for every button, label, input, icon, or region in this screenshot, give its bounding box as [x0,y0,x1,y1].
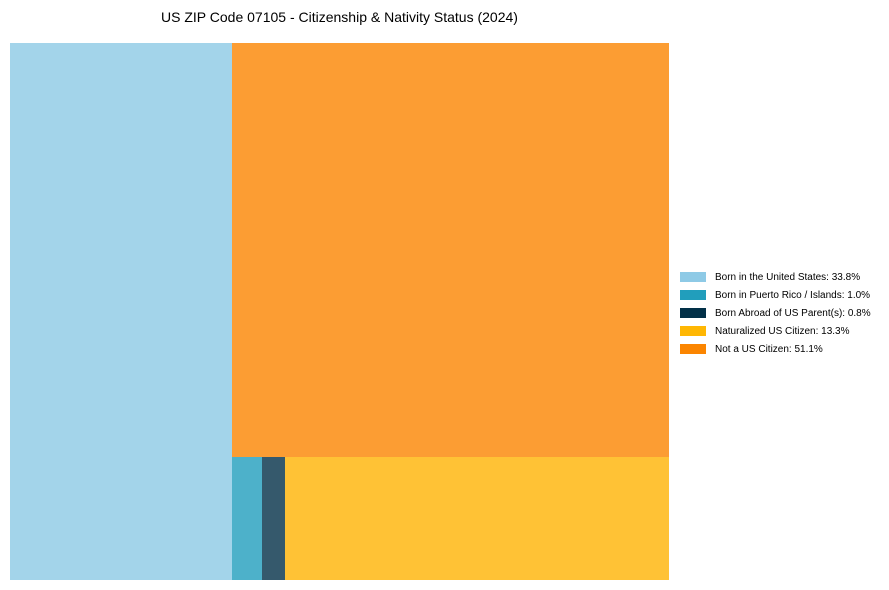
legend-swatch-icon [680,326,706,336]
legend-swatch-icon [680,272,706,282]
treemap-tile [262,457,285,580]
legend-item: Not a US Citizen: 51.1% [680,340,871,358]
legend-swatch-icon [680,344,706,354]
chart-title: US ZIP Code 07105 - Citizenship & Nativi… [161,9,518,25]
legend-item: Naturalized US Citizen: 13.3% [680,322,871,340]
legend-label: Not a US Citizen: 51.1% [715,343,823,355]
legend-item: Born in Puerto Rico / Islands: 1.0% [680,286,871,304]
legend-label: Born Abroad of US Parent(s): 0.8% [715,307,871,319]
treemap-tile [285,457,669,580]
legend: Born in the United States: 33.8% Born in … [680,268,871,358]
legend-item: Born in the United States: 33.8% [680,268,871,286]
legend-item: Born Abroad of US Parent(s): 0.8% [680,304,871,322]
legend-swatch-icon [680,308,706,318]
treemap-tile [232,43,669,457]
legend-label: Naturalized US Citizen: 13.3% [715,325,850,337]
treemap-tile [232,457,262,580]
treemap-plot-area [10,43,669,580]
legend-label: Born in Puerto Rico / Islands: 1.0% [715,289,871,301]
treemap-tile [10,43,232,580]
legend-label: Born in the United States: 33.8% [715,271,861,283]
legend-swatch-icon [680,290,706,300]
